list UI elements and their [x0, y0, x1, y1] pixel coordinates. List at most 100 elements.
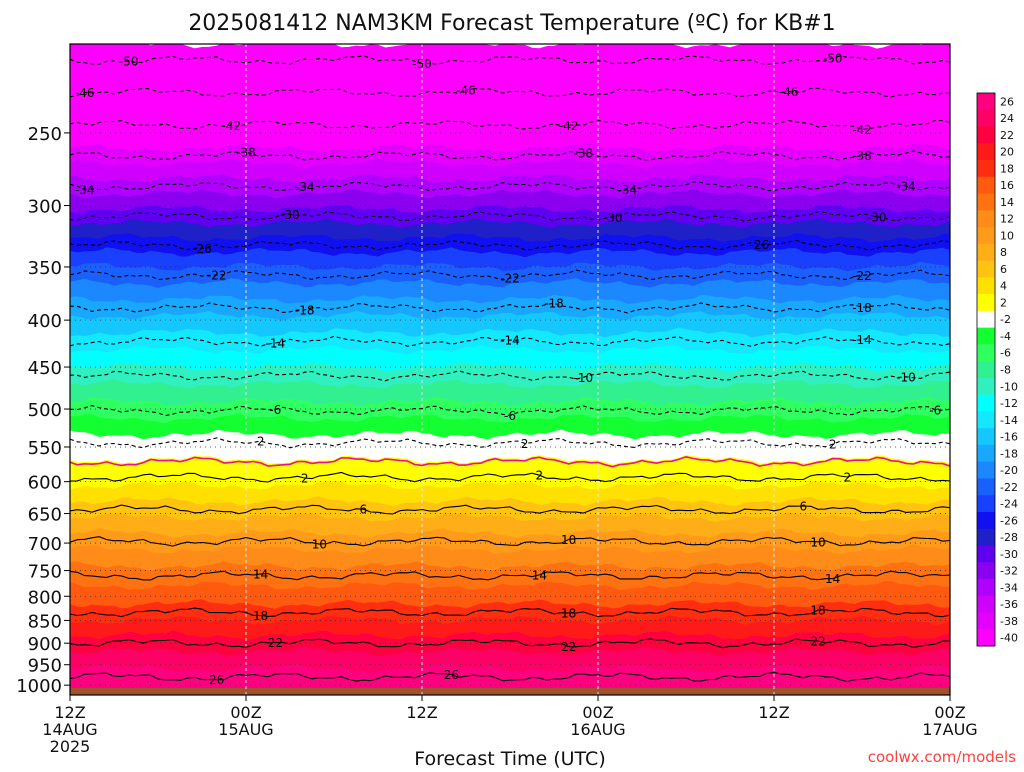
y-tick-label: 1000 [16, 676, 62, 697]
contour-label: -34 [618, 183, 638, 197]
contour-label: -6 [504, 409, 516, 423]
colorbar-swatch [977, 93, 995, 111]
colorbar-swatch [977, 260, 995, 278]
contour-line-solid [70, 638, 950, 649]
y-tick-label: 450 [28, 358, 62, 379]
contour-line-solid [70, 471, 950, 483]
colorbar-label: 14 [1000, 196, 1014, 209]
colorbar-swatch [977, 629, 995, 647]
contour-label: -14 [500, 334, 520, 348]
colorbar-label: -38 [1000, 615, 1018, 628]
contour-line-solid [70, 570, 950, 581]
colorbar-label: -40 [1000, 632, 1018, 645]
contour-label: 2 [829, 438, 837, 452]
colorbar-swatch [977, 243, 995, 262]
x-tick-label: 00Z [582, 703, 613, 722]
contour-label: -38 [574, 147, 594, 161]
colorbar-swatch [977, 411, 995, 429]
contour-line-dashed [70, 437, 950, 449]
contour-label: -50 [823, 51, 843, 65]
colorbar-label: -8 [1000, 364, 1011, 377]
y-tick-label: 500 [28, 400, 62, 421]
contour-line-dashed [70, 370, 950, 382]
y-tick-label: 250 [28, 124, 62, 145]
y-tick-label: 900 [28, 634, 62, 655]
contour-line-dashed [70, 269, 950, 281]
colorbar-swatch [977, 126, 995, 144]
colorbar-swatch [977, 210, 995, 228]
y-tick-label: 600 [28, 473, 62, 494]
contour-label: 10 [312, 538, 327, 552]
colorbar-label: 12 [1000, 213, 1014, 226]
contour-label: -46 [456, 84, 476, 98]
colorbar-label: -14 [1000, 414, 1018, 427]
colorbar-swatch [977, 444, 995, 463]
contour-label: 6 [360, 503, 368, 517]
contour-label: 2 [257, 434, 265, 448]
x-tick-label: 17AUG [922, 720, 977, 739]
y-tick-label: 850 [28, 611, 62, 632]
contour-line-solid [70, 504, 950, 515]
colorbar-swatch [977, 528, 995, 546]
contour-line-solid [70, 607, 950, 618]
contour-label: -38 [236, 146, 256, 160]
contour-lines: -50 -50 -50 -46 -46 -46 -42 -42 -42 -38 -38 -38 -34 -… [70, 51, 950, 687]
contour-label: 2 [536, 469, 544, 483]
contour-label: 22 [268, 636, 283, 650]
colorbar-swatch [977, 428, 995, 446]
contour-label: -50 [119, 55, 139, 69]
colorbar-label: 22 [1000, 129, 1014, 142]
colorbar-label: -22 [1000, 481, 1018, 494]
contour-label: -34 [295, 180, 315, 194]
contour-label: 18 [810, 603, 825, 617]
colorbar-label: -2 [1000, 313, 1011, 326]
contour-label: -30 [280, 208, 300, 222]
contour-line-dashed [70, 55, 950, 65]
colorbar-label: -16 [1000, 431, 1018, 444]
y-tick-label: 350 [28, 258, 62, 279]
contour-label: -14 [852, 333, 872, 347]
contour-label: -26 [750, 238, 770, 252]
colorbar-label: -12 [1000, 397, 1018, 410]
colorbar-label: 8 [1000, 246, 1007, 259]
colorbar-swatch [977, 562, 995, 580]
contour-label: -26 [192, 242, 212, 256]
colorbar-swatch [977, 227, 995, 245]
colorbar-label: -34 [1000, 581, 1018, 594]
colorbar-swatch [977, 160, 995, 178]
contour-label: -18 [852, 301, 872, 315]
contour-label: -10 [896, 370, 916, 384]
contour-label: -14 [266, 336, 286, 350]
y-tick-label: 800 [28, 587, 62, 608]
contour-line-solid [70, 536, 950, 547]
colorbar-label: -26 [1000, 514, 1018, 527]
x-tick-label: 12Z [758, 703, 789, 722]
contour-label: 22 [561, 640, 576, 654]
contour-line-dashed [70, 87, 950, 98]
contour-label: -46 [75, 86, 95, 100]
credit-text: coolwx.com/models [868, 748, 1016, 766]
colorbar-label: 16 [1000, 179, 1014, 192]
x-tick-label: 12Z [54, 703, 85, 722]
colorbar-swatch [977, 277, 995, 295]
colorbar-label: -32 [1000, 565, 1018, 578]
colorbar-label: 10 [1000, 229, 1014, 242]
colorbar-frame [976, 92, 996, 647]
colorbar-swatch [977, 511, 995, 530]
contour-label: 2 [301, 472, 309, 486]
colorbar-swatch [977, 327, 995, 345]
colorbar-label: -36 [1000, 598, 1018, 611]
colorbar-swatch [977, 294, 995, 312]
contour-line-dashed [70, 302, 950, 314]
colorbar-label: 2 [1000, 296, 1007, 309]
contour-label: -10 [574, 371, 594, 385]
colorbar-swatch [977, 545, 995, 563]
contour-line-solid [70, 671, 950, 683]
contour-label: -6 [929, 403, 941, 417]
colorbar-swatch [977, 310, 995, 329]
temperature-band [70, 44, 950, 154]
x-tick-label: 00Z [934, 703, 965, 722]
